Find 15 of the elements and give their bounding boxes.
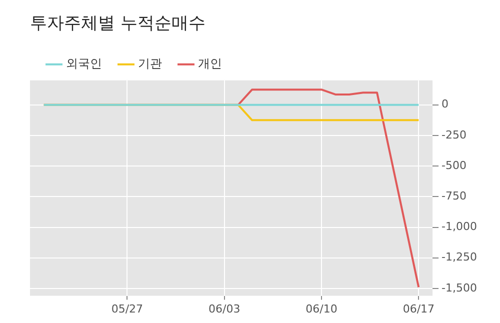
legend-label: 개인 (198, 56, 222, 71)
x-tick-label: 05/27 (111, 302, 144, 316)
y-tick-label: 0 (442, 98, 449, 111)
y-tick-label: -1,250 (442, 250, 478, 264)
y-tick-label: -1,500 (442, 281, 478, 294)
legend-label: 기관 (138, 56, 162, 71)
y-tick-label: -500 (442, 158, 467, 172)
x-tick-label: 06/17 (402, 302, 435, 316)
x-tick-label: 06/10 (306, 302, 338, 316)
y-tick-label: -1,000 (442, 220, 478, 234)
x-tick-label: 06/03 (208, 302, 240, 316)
chart-title: 투자주체별 누적순매수 (30, 14, 206, 34)
legend-label: 외국인 (66, 56, 102, 71)
y-tick-label: -750 (442, 190, 467, 203)
y-tick-label: -250 (442, 128, 467, 142)
